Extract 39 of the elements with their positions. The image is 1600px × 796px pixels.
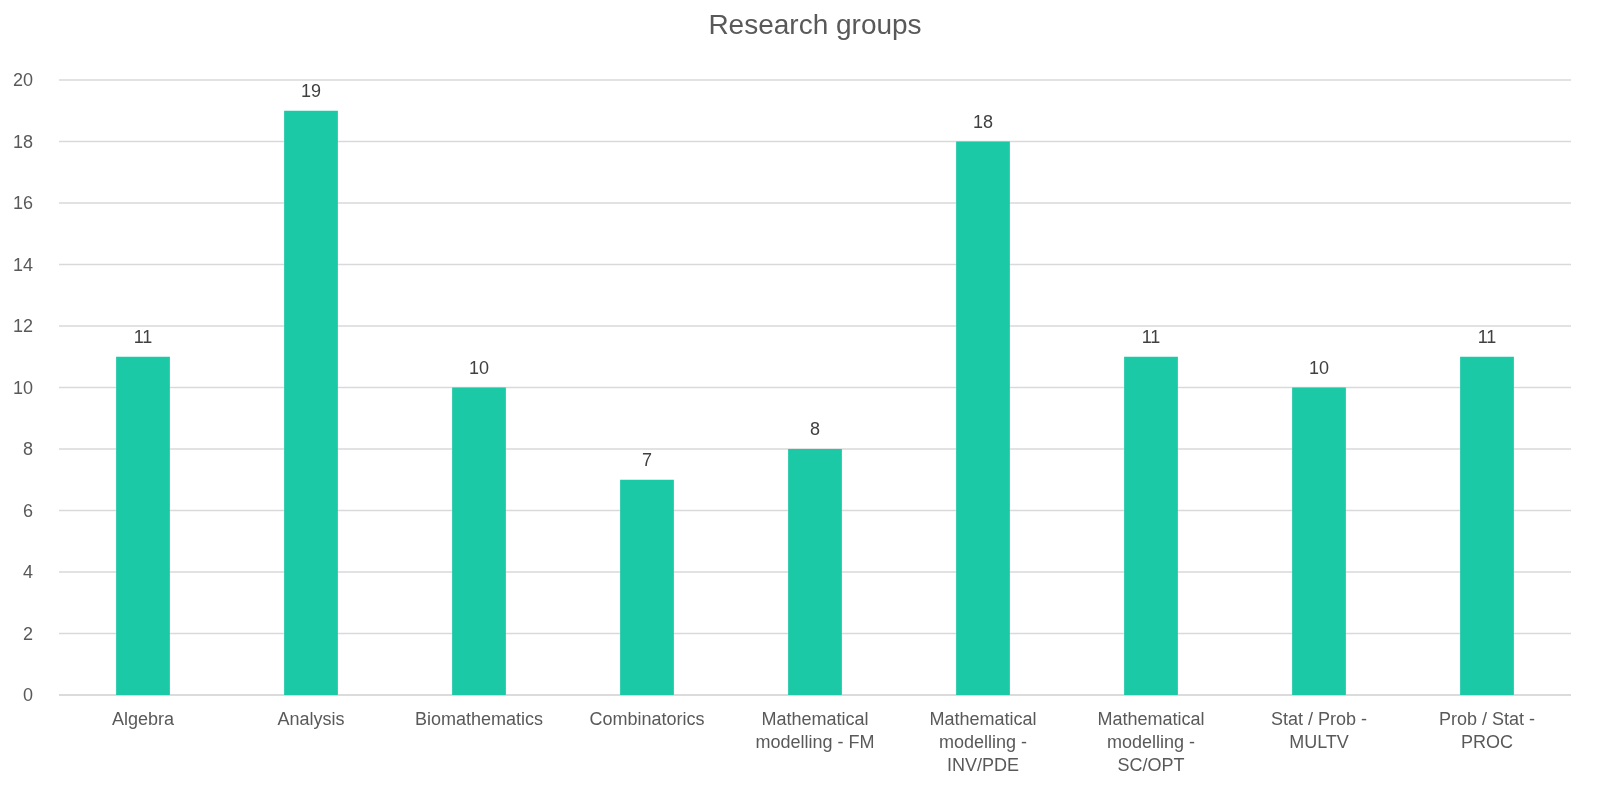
y-tick-label: 16 (12, 193, 33, 214)
data-label: 11 (133, 326, 153, 347)
bar (452, 387, 506, 695)
x-tick-label: Stat / Prob - MULTV (1270, 709, 1368, 752)
y-tick-label: 8 (22, 439, 33, 460)
bar (1292, 387, 1346, 695)
y-tick-label: 20 (12, 70, 33, 91)
y-tick-label: 12 (12, 316, 33, 337)
data-label: 19 (300, 80, 322, 101)
y-tick-label: 2 (22, 623, 33, 644)
x-tick-label: Analysis (277, 709, 345, 729)
x-tick-label: Prob / Stat - PROC (1438, 709, 1536, 752)
bar (788, 449, 842, 695)
y-tick-label: 0 (22, 685, 33, 706)
bar (1124, 356, 1178, 695)
y-tick-label: 18 (12, 131, 33, 152)
data-label: 7 (641, 449, 653, 470)
y-tick-label: 6 (22, 500, 33, 521)
bar (284, 110, 338, 695)
x-tick-label: Algebra (111, 709, 176, 729)
y-tick-label: 14 (12, 254, 33, 275)
chart-title: Research groups (708, 9, 922, 40)
data-label: 8 (809, 419, 821, 439)
data-label: 10 (468, 357, 490, 378)
x-tick-label: Combinatorics (589, 709, 705, 729)
data-label: 10 (1308, 357, 1330, 378)
data-label: 18 (972, 111, 994, 132)
data-label: 11 (1141, 326, 1161, 347)
x-tick-label: Biomathematics (414, 709, 544, 729)
bar (116, 356, 170, 695)
data-label: 11 (1477, 326, 1497, 347)
bar (956, 141, 1010, 695)
y-tick-label: 4 (22, 562, 33, 583)
bar (620, 479, 674, 695)
x-tick-label: Mathematical modelling - FM (755, 709, 875, 752)
x-tick-label: Mathematical modelling - SC/OPT (1097, 709, 1205, 775)
bar (1460, 356, 1514, 695)
y-tick-label: 10 (12, 377, 33, 398)
x-tick-label: Mathematical modelling - INV/PDE (929, 709, 1037, 775)
